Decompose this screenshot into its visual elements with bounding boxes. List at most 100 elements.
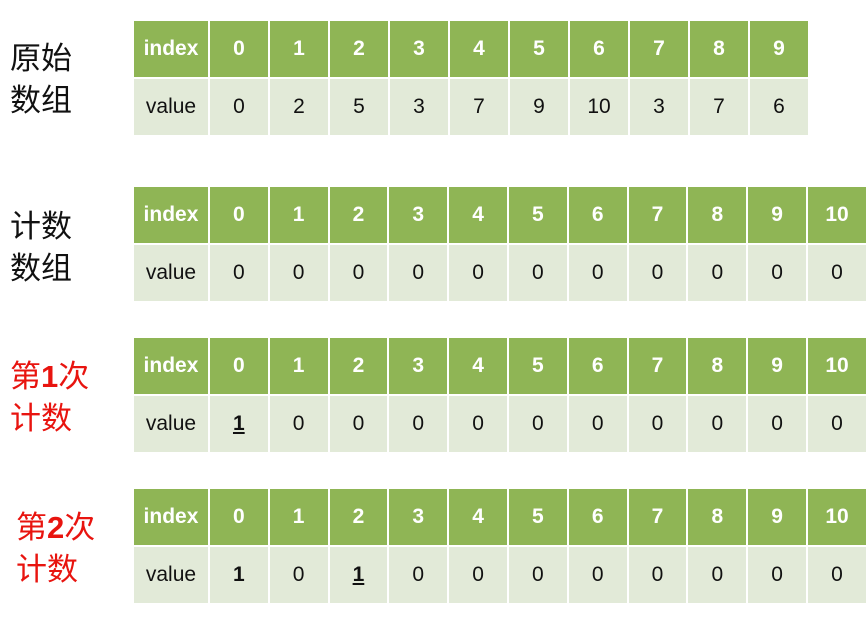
- value-row: value 1 0 1 0 0 0 0 0 0 0 0: [132, 545, 868, 605]
- index-header: index: [132, 336, 210, 396]
- value-cell: 0: [626, 545, 689, 605]
- index-row: index 0 1 2 3 4 5 6 7 8 9 10: [132, 487, 868, 547]
- value-header: value: [132, 243, 210, 303]
- value-cell: 7: [688, 77, 750, 137]
- count-array-table: index 0 1 2 3 4 5 6 7 8 9 10 value 0 0 0…: [132, 185, 868, 303]
- value-cell: 0: [506, 394, 569, 454]
- index-cell: 5: [506, 487, 569, 547]
- value-cell: 0: [746, 243, 809, 303]
- original-array-table: index 0 1 2 3 4 5 6 7 8 9 value 0 2 5 3 …: [132, 19, 810, 137]
- index-cell: 6: [566, 185, 629, 245]
- value-cell: 0: [806, 243, 868, 303]
- index-cell: 0: [207, 336, 270, 396]
- value-header: value: [132, 77, 210, 137]
- index-row: index 0 1 2 3 4 5 6 7 8 9: [132, 19, 810, 79]
- value-cell: 0: [208, 77, 270, 137]
- index-cell: 1: [267, 336, 330, 396]
- value-cell: 0: [387, 394, 450, 454]
- value-cell: 0: [566, 545, 629, 605]
- label-line-1: 第2次: [16, 507, 95, 549]
- value-cell: 0: [746, 545, 809, 605]
- second-count-label: 第2次 计数: [16, 507, 95, 591]
- value-cell: 0: [686, 394, 749, 454]
- value-cell: 7: [448, 77, 510, 137]
- index-cell: 0: [207, 185, 270, 245]
- value-cell: 0: [506, 545, 569, 605]
- index-cell: 1: [267, 185, 330, 245]
- index-cell: 4: [447, 336, 509, 396]
- count-array-label: 计数 数组: [10, 206, 72, 290]
- value-cell: 0: [806, 545, 868, 605]
- value-cell: 0: [447, 243, 509, 303]
- index-cell: 6: [566, 336, 629, 396]
- index-cell: 2: [327, 185, 390, 245]
- index-header: index: [132, 487, 210, 547]
- index-cell: 7: [628, 19, 690, 79]
- value-cell: 0: [267, 243, 330, 303]
- value-cell: 0: [267, 394, 330, 454]
- value-header: value: [132, 394, 210, 454]
- index-cell: 1: [268, 19, 330, 79]
- value-cell: 3: [388, 77, 450, 137]
- index-cell: 9: [746, 487, 809, 547]
- value-cell: 0: [327, 243, 390, 303]
- index-cell: 3: [387, 336, 450, 396]
- index-cell: 5: [508, 19, 570, 79]
- value-row: value 0 2 5 3 7 9 10 3 7 6: [132, 77, 810, 137]
- value-cell: 6: [748, 77, 810, 137]
- label-line-2: 数组: [10, 251, 72, 287]
- index-cell: 8: [686, 185, 749, 245]
- index-cell: 10: [806, 487, 868, 547]
- index-cell: 6: [566, 487, 629, 547]
- index-cell: 1: [267, 487, 330, 547]
- first-count-table: index 0 1 2 3 4 5 6 7 8 9 10 value 1 0 0…: [132, 336, 868, 454]
- index-header: index: [132, 185, 210, 245]
- value-cell: 0: [506, 243, 569, 303]
- index-cell: 5: [506, 336, 569, 396]
- value-cell: 0: [447, 545, 509, 605]
- index-cell: 10: [806, 185, 868, 245]
- label-line-1: 计数: [10, 209, 72, 245]
- index-cell: 10: [806, 336, 868, 396]
- first-count-label: 第1次 计数: [10, 356, 89, 440]
- label-prefix: 第: [10, 359, 41, 395]
- label-line-1: 第1次: [10, 356, 89, 398]
- value-row: value 1 0 0 0 0 0 0 0 0 0 0: [132, 394, 868, 454]
- index-cell: 3: [387, 487, 450, 547]
- value-cell: 0: [626, 394, 689, 454]
- index-cell: 8: [688, 19, 750, 79]
- index-row: index 0 1 2 3 4 5 6 7 8 9 10: [132, 336, 868, 396]
- value-cell: 2: [268, 77, 330, 137]
- value-cell: 0: [686, 545, 749, 605]
- index-cell: 4: [447, 487, 509, 547]
- index-cell: 0: [208, 19, 270, 79]
- index-cell: 2: [328, 19, 390, 79]
- second-count-table: index 0 1 2 3 4 5 6 7 8 9 10 value 1 0 1…: [132, 487, 868, 605]
- value-cell: 0: [746, 394, 809, 454]
- value-header: value: [132, 545, 210, 605]
- index-cell: 2: [327, 487, 390, 547]
- index-cell: 8: [686, 487, 749, 547]
- value-cell: 10: [568, 77, 630, 137]
- value-cell: 0: [566, 243, 629, 303]
- step-number: 1: [41, 359, 59, 394]
- value-cell: 9: [508, 77, 570, 137]
- index-cell: 0: [207, 487, 270, 547]
- value-cell: 0: [267, 545, 330, 605]
- index-cell: 2: [327, 336, 390, 396]
- label-line-1: 原始: [10, 41, 72, 77]
- index-header: index: [132, 19, 210, 79]
- value-cell: 0: [447, 394, 509, 454]
- index-cell: 7: [626, 185, 689, 245]
- index-cell: 4: [447, 185, 509, 245]
- value-cell: 0: [626, 243, 689, 303]
- index-cell: 7: [626, 336, 689, 396]
- value-cell: 1: [207, 545, 270, 605]
- label-line-2: 计数: [10, 401, 72, 437]
- value-cell: 5: [328, 77, 390, 137]
- value-cell: 0: [387, 545, 450, 605]
- index-cell: 7: [626, 487, 689, 547]
- value-cell: 0: [207, 243, 270, 303]
- index-cell: 3: [388, 19, 450, 79]
- index-cell: 9: [746, 185, 809, 245]
